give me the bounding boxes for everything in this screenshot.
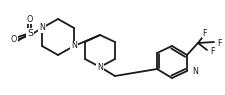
Text: N: N (39, 23, 45, 32)
Text: F: F (209, 48, 214, 57)
Text: S: S (27, 28, 33, 38)
Text: N: N (71, 42, 77, 51)
Text: N: N (191, 66, 197, 76)
Text: N: N (97, 63, 102, 72)
Text: F: F (202, 28, 206, 38)
Text: F: F (216, 38, 220, 48)
Text: O: O (27, 15, 33, 23)
Text: O: O (11, 34, 17, 44)
